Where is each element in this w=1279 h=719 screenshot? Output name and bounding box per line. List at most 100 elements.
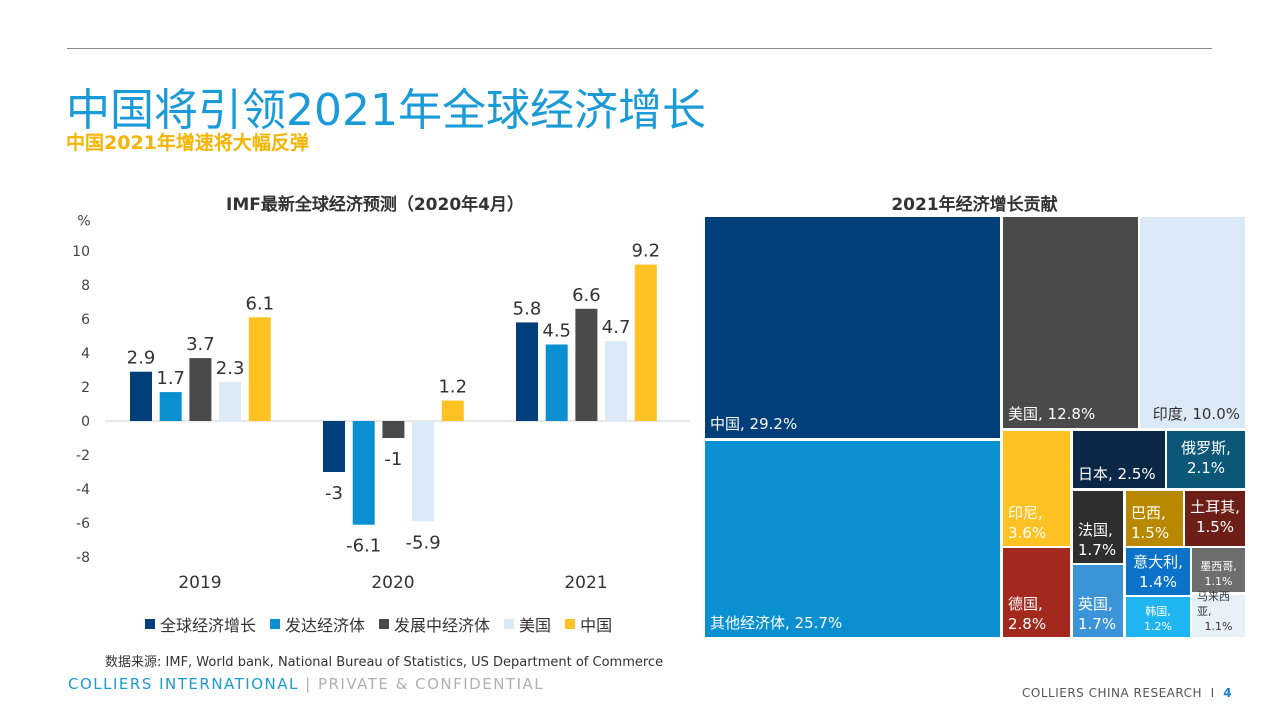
data-label: -1 <box>384 449 402 470</box>
treemap-label: 法国, <box>1078 521 1113 539</box>
treemap-value: 1.2% <box>1144 620 1172 633</box>
data-label: 1.7 <box>156 368 185 389</box>
legend-label: 美国 <box>519 616 552 635</box>
legend-label: 发展中经济体 <box>394 616 491 635</box>
footer-brand: COLLIERS INTERNATIONAL | PRIVATE & CONFI… <box>68 675 544 693</box>
treemap: 中国, 29.2% 其他经济体, 25.7% 美国, 12.8% 印度, 10.0% 印… <box>704 216 1245 637</box>
treemap-cell: 印度, 10.0% <box>1140 217 1245 428</box>
treemap-cell: 印尼, 3.6% <box>1003 431 1070 546</box>
legend-swatch <box>565 619 576 629</box>
y-tick-label: 8 <box>81 278 90 294</box>
treemap-value: 12.8% <box>1047 405 1096 423</box>
treemap-label: 其他经济体, <box>710 614 795 632</box>
data-label: 5.8 <box>513 298 542 319</box>
treemap-value: 1.1% <box>1204 620 1233 633</box>
data-label: 2.3 <box>216 358 245 379</box>
treemap-cell: 英国, 1.7% <box>1073 565 1123 637</box>
data-label: 6.1 <box>245 293 274 314</box>
treemap-value: 29.2% <box>749 415 798 433</box>
y-tick-label: -4 <box>76 482 90 498</box>
y-tick-label: 4 <box>81 346 90 362</box>
treemap-cell: 意大利, 1.4% <box>1126 548 1190 595</box>
bar-发展中经济体 <box>382 421 405 438</box>
bar-发达经济体 <box>352 421 375 525</box>
treemap-value: 1.4% <box>1138 573 1178 591</box>
x-tick-label: 2019 <box>178 573 221 593</box>
treemap-label: 意大利, <box>1133 553 1183 571</box>
treemap-cell: 日本, 2.5% <box>1073 431 1165 488</box>
page-number: 4 <box>1223 686 1233 700</box>
treemap-value: 2.5% <box>1117 465 1156 483</box>
data-label: 2.9 <box>127 348 156 369</box>
legend-swatch <box>379 619 390 629</box>
data-label: 1.2 <box>438 377 467 398</box>
top-divider <box>67 48 1212 49</box>
bar-发达经济体 <box>159 392 182 421</box>
y-tick-label: -2 <box>76 448 90 464</box>
y-tick-label: 0 <box>81 414 90 430</box>
treemap-value: 1.5% <box>1195 518 1235 536</box>
treemap-value: 10.0% <box>1192 405 1240 423</box>
data-label: 9.2 <box>631 241 660 262</box>
bar-全球经济增长 <box>323 421 345 472</box>
legend-item: 发达经济体 <box>270 612 365 636</box>
treemap-label: 墨西哥, <box>1200 560 1237 573</box>
treemap-label: 马来西亚, <box>1197 590 1230 618</box>
treemap-cell: 土耳其, 1.5% <box>1185 491 1245 546</box>
treemap-cell: 墨西哥, 1.1% <box>1192 548 1245 592</box>
treemap-cell: 俄罗斯, 2.1% <box>1167 431 1245 488</box>
treemap-value: 1.7% <box>1078 615 1117 633</box>
data-label: 6.6 <box>572 285 601 306</box>
treemap-label: 印度, <box>1152 405 1193 423</box>
treemap-cell: 巴西, 1.5% <box>1126 491 1183 546</box>
treemap-cell: 法国, 1.7% <box>1073 491 1123 563</box>
treemap-cell: 韩国, 1.2% <box>1126 597 1190 637</box>
treemap-label: 英国, <box>1078 595 1113 613</box>
bar-全球经济增长 <box>516 322 538 421</box>
brand-name: COLLIERS INTERNATIONAL <box>68 675 299 693</box>
legend-label: 发达经济体 <box>285 616 366 635</box>
treemap-cell: 马来西亚, 1.1% <box>1192 590 1245 637</box>
legend-item: 中国 <box>565 612 612 636</box>
treemap-cell: 美国, 12.8% <box>1003 217 1138 428</box>
x-tick-label: 2020 <box>371 573 414 593</box>
page-separator: I <box>1202 686 1224 700</box>
treemap-label: 土耳其, <box>1190 498 1240 516</box>
bar-美国 <box>219 381 242 421</box>
bar-中国 <box>634 264 657 421</box>
data-label: 3.7 <box>186 334 215 355</box>
y-tick-label: -8 <box>76 550 90 566</box>
data-label: -6.1 <box>346 536 381 557</box>
y-tick-label: -6 <box>76 516 90 532</box>
legend-item: 全球经济增长 <box>145 612 256 636</box>
legend-label: 全球经济增长 <box>160 616 257 635</box>
treemap-value: 1.1% <box>1204 575 1233 588</box>
bar-美国 <box>412 421 435 522</box>
legend-item: 美国 <box>504 612 551 636</box>
legend-label: 中国 <box>580 616 613 635</box>
treemap-value: 2.8% <box>1008 615 1047 633</box>
bar-美国 <box>605 341 628 421</box>
x-tick-label: 2021 <box>564 573 607 593</box>
legend-swatch <box>504 619 515 629</box>
bar-chart: % 10 8 6 4 2 0 -2 -4 -6 -8 2019 2.91.73.72.3 6.1 2020 -… <box>72 213 690 593</box>
y-tick-label: 10 <box>72 244 90 260</box>
bar-中国 <box>441 400 464 421</box>
treemap-label: 俄罗斯, <box>1181 439 1231 457</box>
legend-swatch <box>270 619 281 629</box>
footer-separator: | <box>298 675 318 693</box>
bar-发展中经济体 <box>575 308 598 421</box>
y-tick-label: 2 <box>81 380 90 396</box>
treemap-value: 1.7% <box>1078 541 1117 559</box>
treemap-cell: 德国, 2.8% <box>1003 548 1070 637</box>
research-label: COLLIERS CHINA RESEARCH <box>1022 686 1202 700</box>
confidential-label: PRIVATE & CONFIDENTIAL <box>317 675 545 693</box>
data-label: 4.5 <box>542 321 571 342</box>
treemap-label: 印尼, <box>1008 504 1043 522</box>
bar-中国 <box>248 317 271 421</box>
treemap-label: 德国, <box>1008 595 1043 613</box>
legend-swatch <box>145 619 155 629</box>
treemap-label: 巴西, <box>1131 504 1166 522</box>
treemap-value: 1.5% <box>1131 524 1170 542</box>
chart-legend: 全球经济增长 发达经济体 发展中经济体 美国 中国 <box>145 612 612 636</box>
